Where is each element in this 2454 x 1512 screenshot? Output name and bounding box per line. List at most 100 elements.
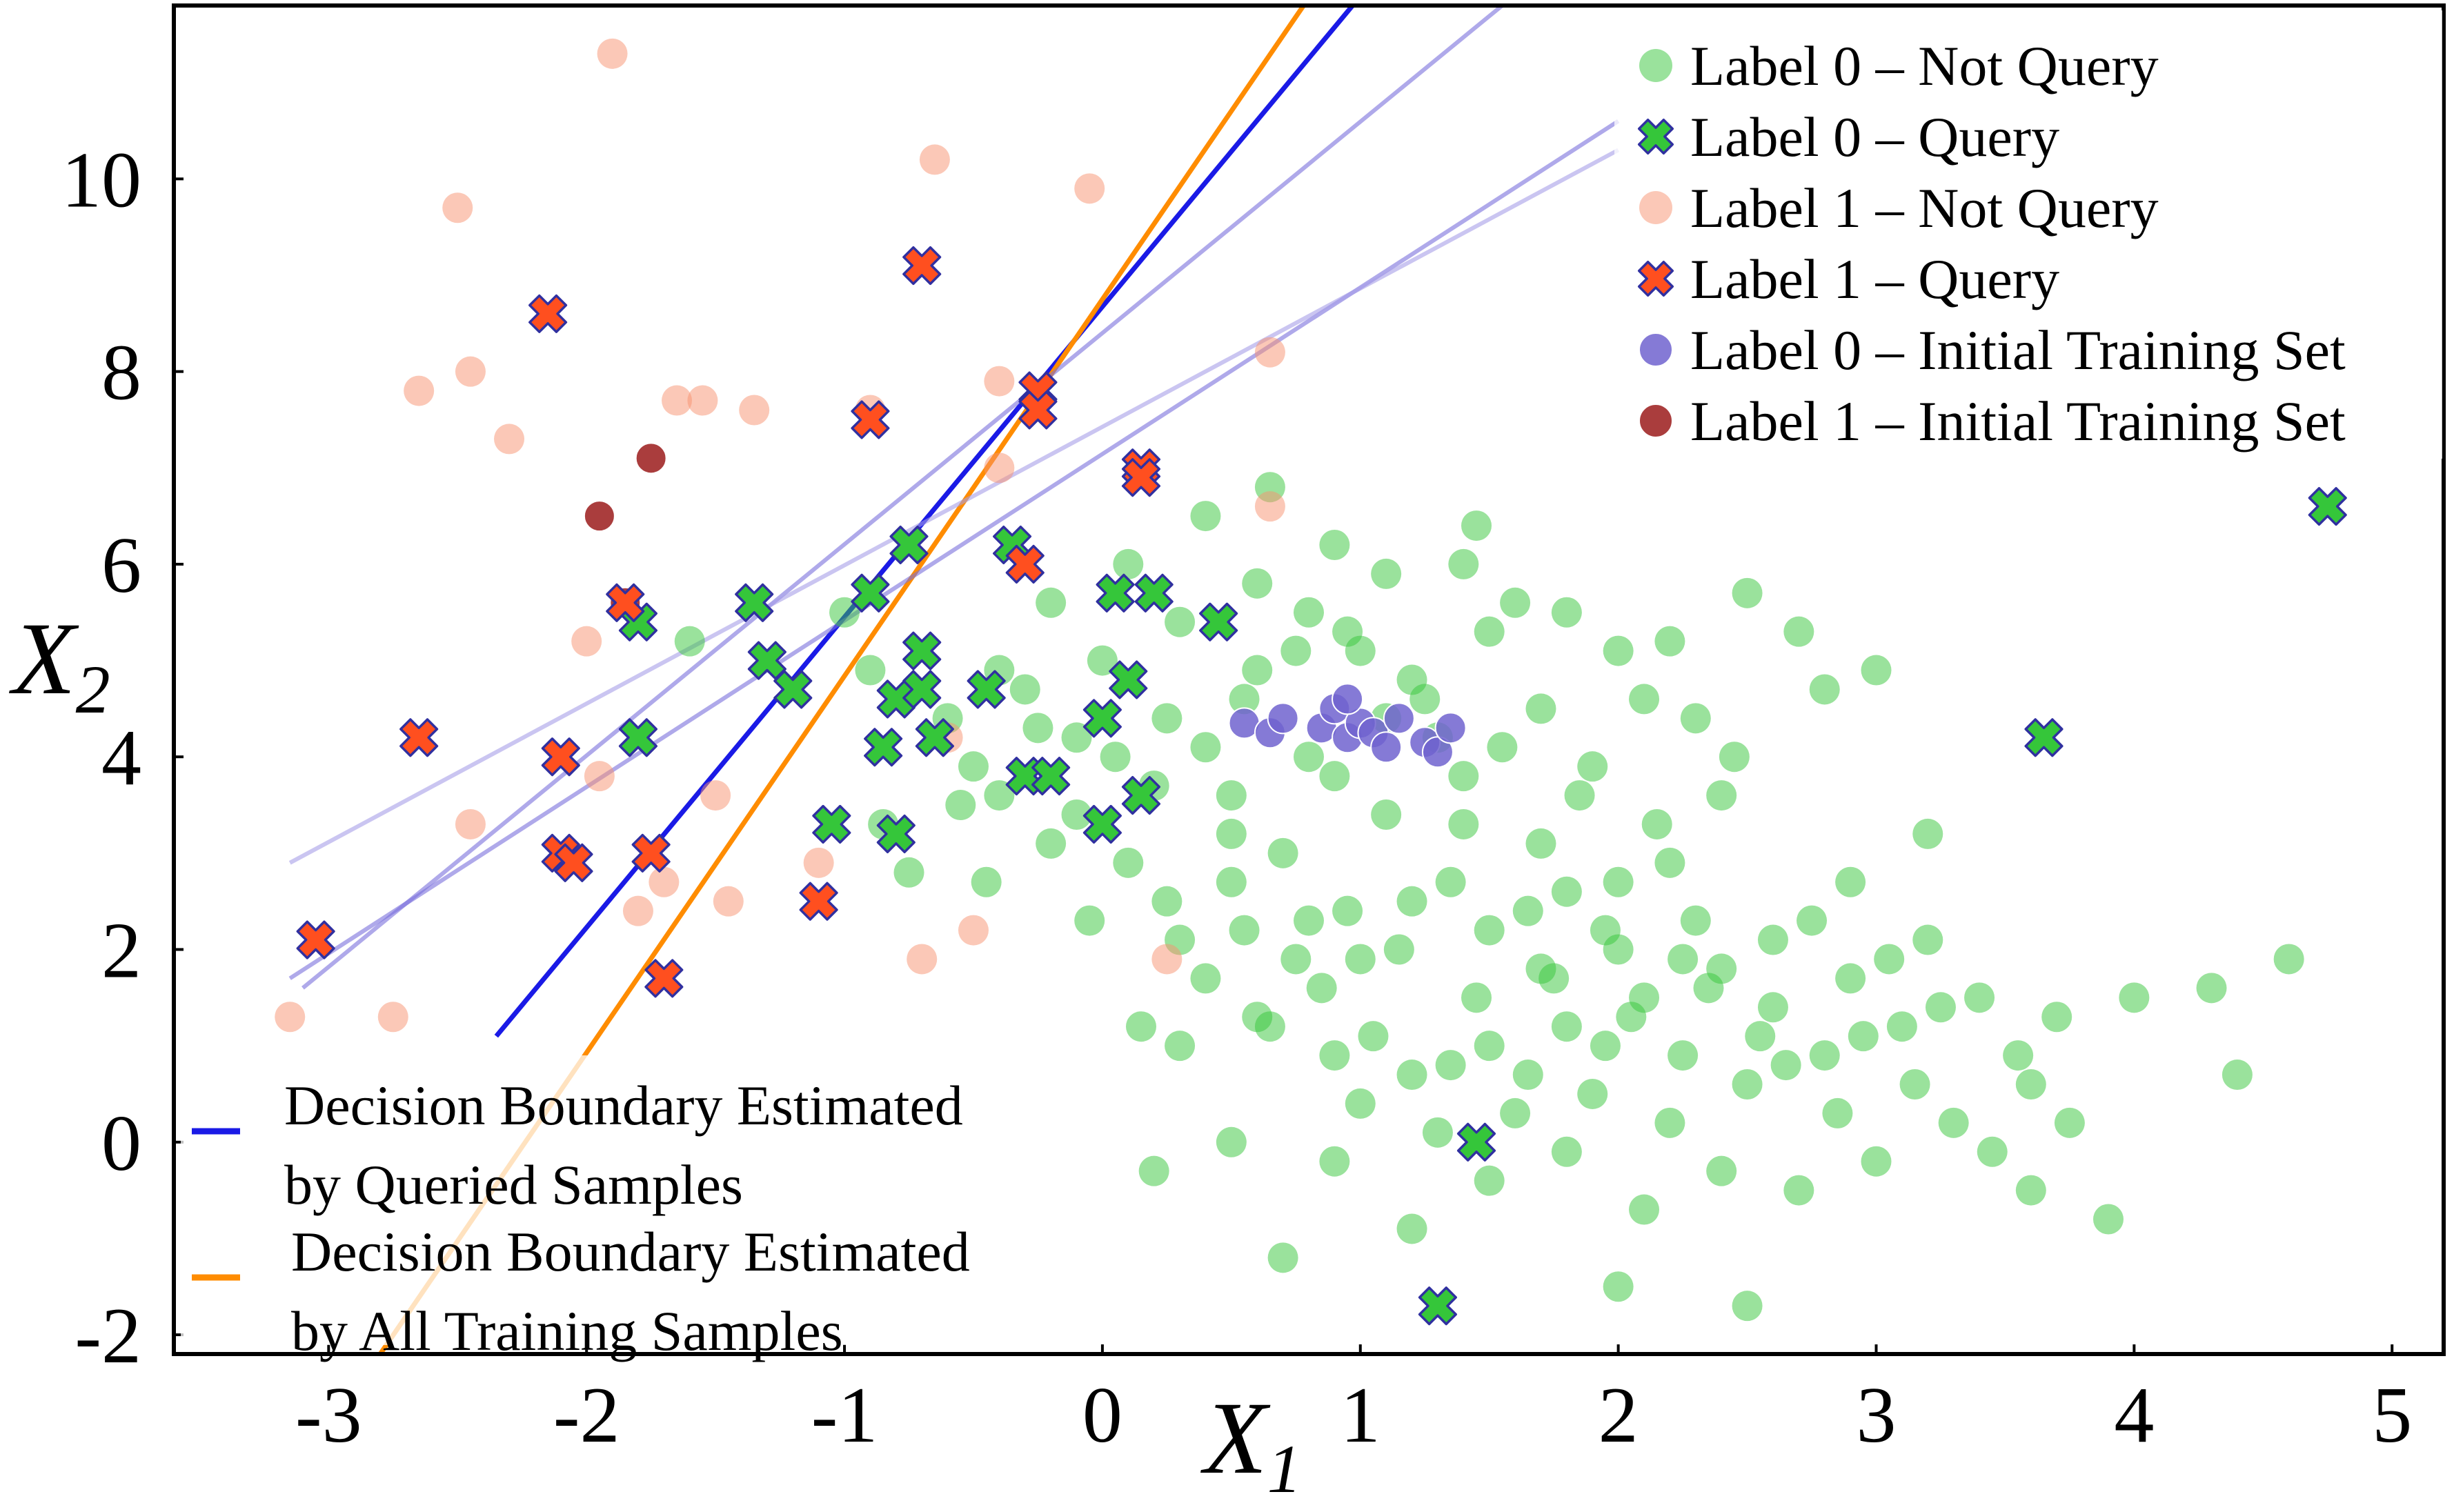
- point-label-0-not-query-116: [1151, 703, 1183, 734]
- point-label-1-not-query-18: [700, 780, 731, 811]
- point-label-0-not-query-122: [829, 597, 860, 628]
- point-label-1-not-query-13: [1254, 337, 1285, 368]
- point-label-0-not-query-149: [1332, 895, 1363, 926]
- point-label-0-not-query-126: [1125, 1011, 1156, 1042]
- point-label-0-not-query-26: [1474, 915, 1505, 946]
- point-label-0-not-query-71: [1938, 1107, 1969, 1138]
- boundary-line-boundary-candidate-3: [288, 148, 1620, 865]
- point-label-0-not-query-130: [1358, 1021, 1389, 1052]
- legend-label-label-1-initial-training-set: Label 1 – Initial Training Set: [1690, 390, 2346, 452]
- point-label-0-not-query-139: [2054, 1107, 2085, 1138]
- point-label-0-not-query-38: [1165, 606, 1196, 637]
- point-label-0-not-query-41: [1371, 558, 1402, 589]
- point-label-0-not-query-155: [1874, 944, 1905, 975]
- point-label-0-query-20: [1109, 660, 1148, 699]
- point-label-0-query-28: [2308, 487, 2347, 526]
- point-label-0-not-query-82: [2092, 1204, 2124, 1235]
- y-axis-title-main: X: [9, 601, 79, 716]
- point-label-0-not-query-140: [1461, 982, 1492, 1013]
- point-label-0-not-query-63: [1809, 1040, 1840, 1071]
- point-label-0-not-query-144: [1770, 1050, 1801, 1081]
- point-label-0-not-query-128: [1254, 1011, 1285, 1042]
- point-label-0-not-query-27: [1396, 886, 1427, 917]
- y-axis-title: X2: [9, 601, 110, 728]
- point-label-0-not-query-3: [1474, 616, 1505, 647]
- point-label-1-not-query-5: [404, 375, 435, 406]
- point-label-0-not-query-53: [1396, 1060, 1427, 1091]
- y-tick-label: 6: [101, 521, 141, 610]
- x-tick-label: 1: [1340, 1371, 1381, 1460]
- point-label-0-not-query-112: [1409, 684, 1441, 715]
- point-label-0-not-query-78: [1396, 1213, 1427, 1244]
- point-label-0-not-query-69: [2273, 944, 2304, 975]
- x-tick-label: -1: [811, 1371, 878, 1460]
- boundary-line-boundary-candidate-1: [301, 6, 1504, 990]
- point-label-0-not-query-7: [1525, 693, 1556, 724]
- legend-line-label-0-b: by Queried Samples: [284, 1153, 743, 1216]
- point-label-0-not-query-96: [1448, 761, 1479, 792]
- point-label-0-not-query-30: [1216, 866, 1247, 897]
- point-label-0-query-22: [1121, 776, 1161, 815]
- point-label-0-not-query-158: [1074, 905, 1105, 936]
- point-label-0-not-query-148: [1383, 934, 1414, 965]
- point-label-0-not-query-57: [1345, 1088, 1376, 1119]
- point-label-1-query-10: [541, 737, 580, 777]
- legend-marker-label-0-initial-training-set: [1639, 332, 1673, 367]
- point-label-0-not-query-152: [1590, 915, 1621, 946]
- point-label-0-query-2: [735, 583, 774, 622]
- point-label-1-query-16: [296, 920, 335, 959]
- point-label-0-not-query-25: [1551, 876, 1582, 907]
- point-label-0-not-query-39: [1242, 568, 1273, 599]
- point-label-0-not-query-114: [1280, 635, 1312, 666]
- point-label-1-query-2: [851, 400, 890, 439]
- point-label-0-not-query-133: [1590, 1031, 1621, 1062]
- point-label-0-not-query-156: [1229, 915, 1260, 946]
- legend-marker-label-1-query: [1637, 260, 1674, 297]
- point-label-0-not-query-33: [1036, 828, 1067, 859]
- point-label-1-not-query-15: [571, 626, 602, 657]
- point-label-1-not-query-22: [649, 866, 680, 897]
- point-label-0-not-query-28: [1345, 944, 1376, 975]
- x-tick-label: 5: [2372, 1371, 2412, 1460]
- point-label-0-query-14: [967, 670, 1006, 709]
- point-label-0-not-query-136: [1822, 1097, 1853, 1128]
- point-label-1-query-15: [644, 959, 684, 998]
- point-label-0-not-query-22: [1809, 674, 1840, 705]
- legend-line-label-0-a: Decision Boundary Estimated: [284, 1074, 963, 1137]
- point-label-0-not-query-137: [1899, 1069, 1930, 1100]
- point-label-0-not-query-90: [1680, 905, 1711, 936]
- y-tick-label: 0: [101, 1100, 141, 1188]
- point-label-1-not-query-7: [662, 385, 693, 416]
- y-tick-label: -2: [75, 1292, 141, 1380]
- point-label-1-not-query-19: [803, 847, 834, 878]
- point-label-0-not-query-143: [1693, 973, 1724, 1004]
- x-tick-label: 0: [1082, 1371, 1122, 1460]
- legend-label-label-0-initial-training-set: Label 0 – Initial Training Set: [1690, 319, 2346, 381]
- point-label-1-initial-training-set-1: [583, 500, 615, 533]
- y-tick-label: 2: [101, 907, 141, 995]
- point-label-0-not-query-59: [1500, 1097, 1531, 1128]
- point-label-0-not-query-75: [1629, 1194, 1660, 1225]
- point-label-0-not-query-29: [1294, 905, 1324, 936]
- point-label-1-not-query-12: [984, 452, 1015, 484]
- point-label-0-not-query-21: [1783, 616, 1814, 647]
- point-label-1-not-query-23: [713, 886, 744, 917]
- point-label-1-query-0: [902, 246, 942, 286]
- point-label-1-not-query-28: [1151, 944, 1183, 975]
- point-label-0-not-query-17: [1500, 587, 1531, 618]
- point-label-0-not-query-129: [1306, 973, 1337, 1004]
- x-tick-label: -3: [295, 1371, 362, 1460]
- point-label-0-not-query-85: [1138, 1155, 1169, 1186]
- point-label-0-not-query-52: [1474, 1031, 1505, 1062]
- y-tick-label: 4: [101, 714, 141, 802]
- point-label-0-not-query-113: [1332, 616, 1363, 647]
- point-label-0-not-query-15: [1577, 751, 1608, 782]
- point-label-0-not-query-56: [1165, 1031, 1196, 1062]
- point-label-0-not-query-32: [1113, 847, 1144, 878]
- point-label-1-not-query-1: [919, 144, 950, 175]
- point-label-0-not-query-23: [1706, 780, 1737, 811]
- point-label-0-query-4: [773, 670, 813, 709]
- point-label-0-not-query-100: [1061, 799, 1092, 830]
- point-label-0-not-query-118: [1022, 713, 1053, 744]
